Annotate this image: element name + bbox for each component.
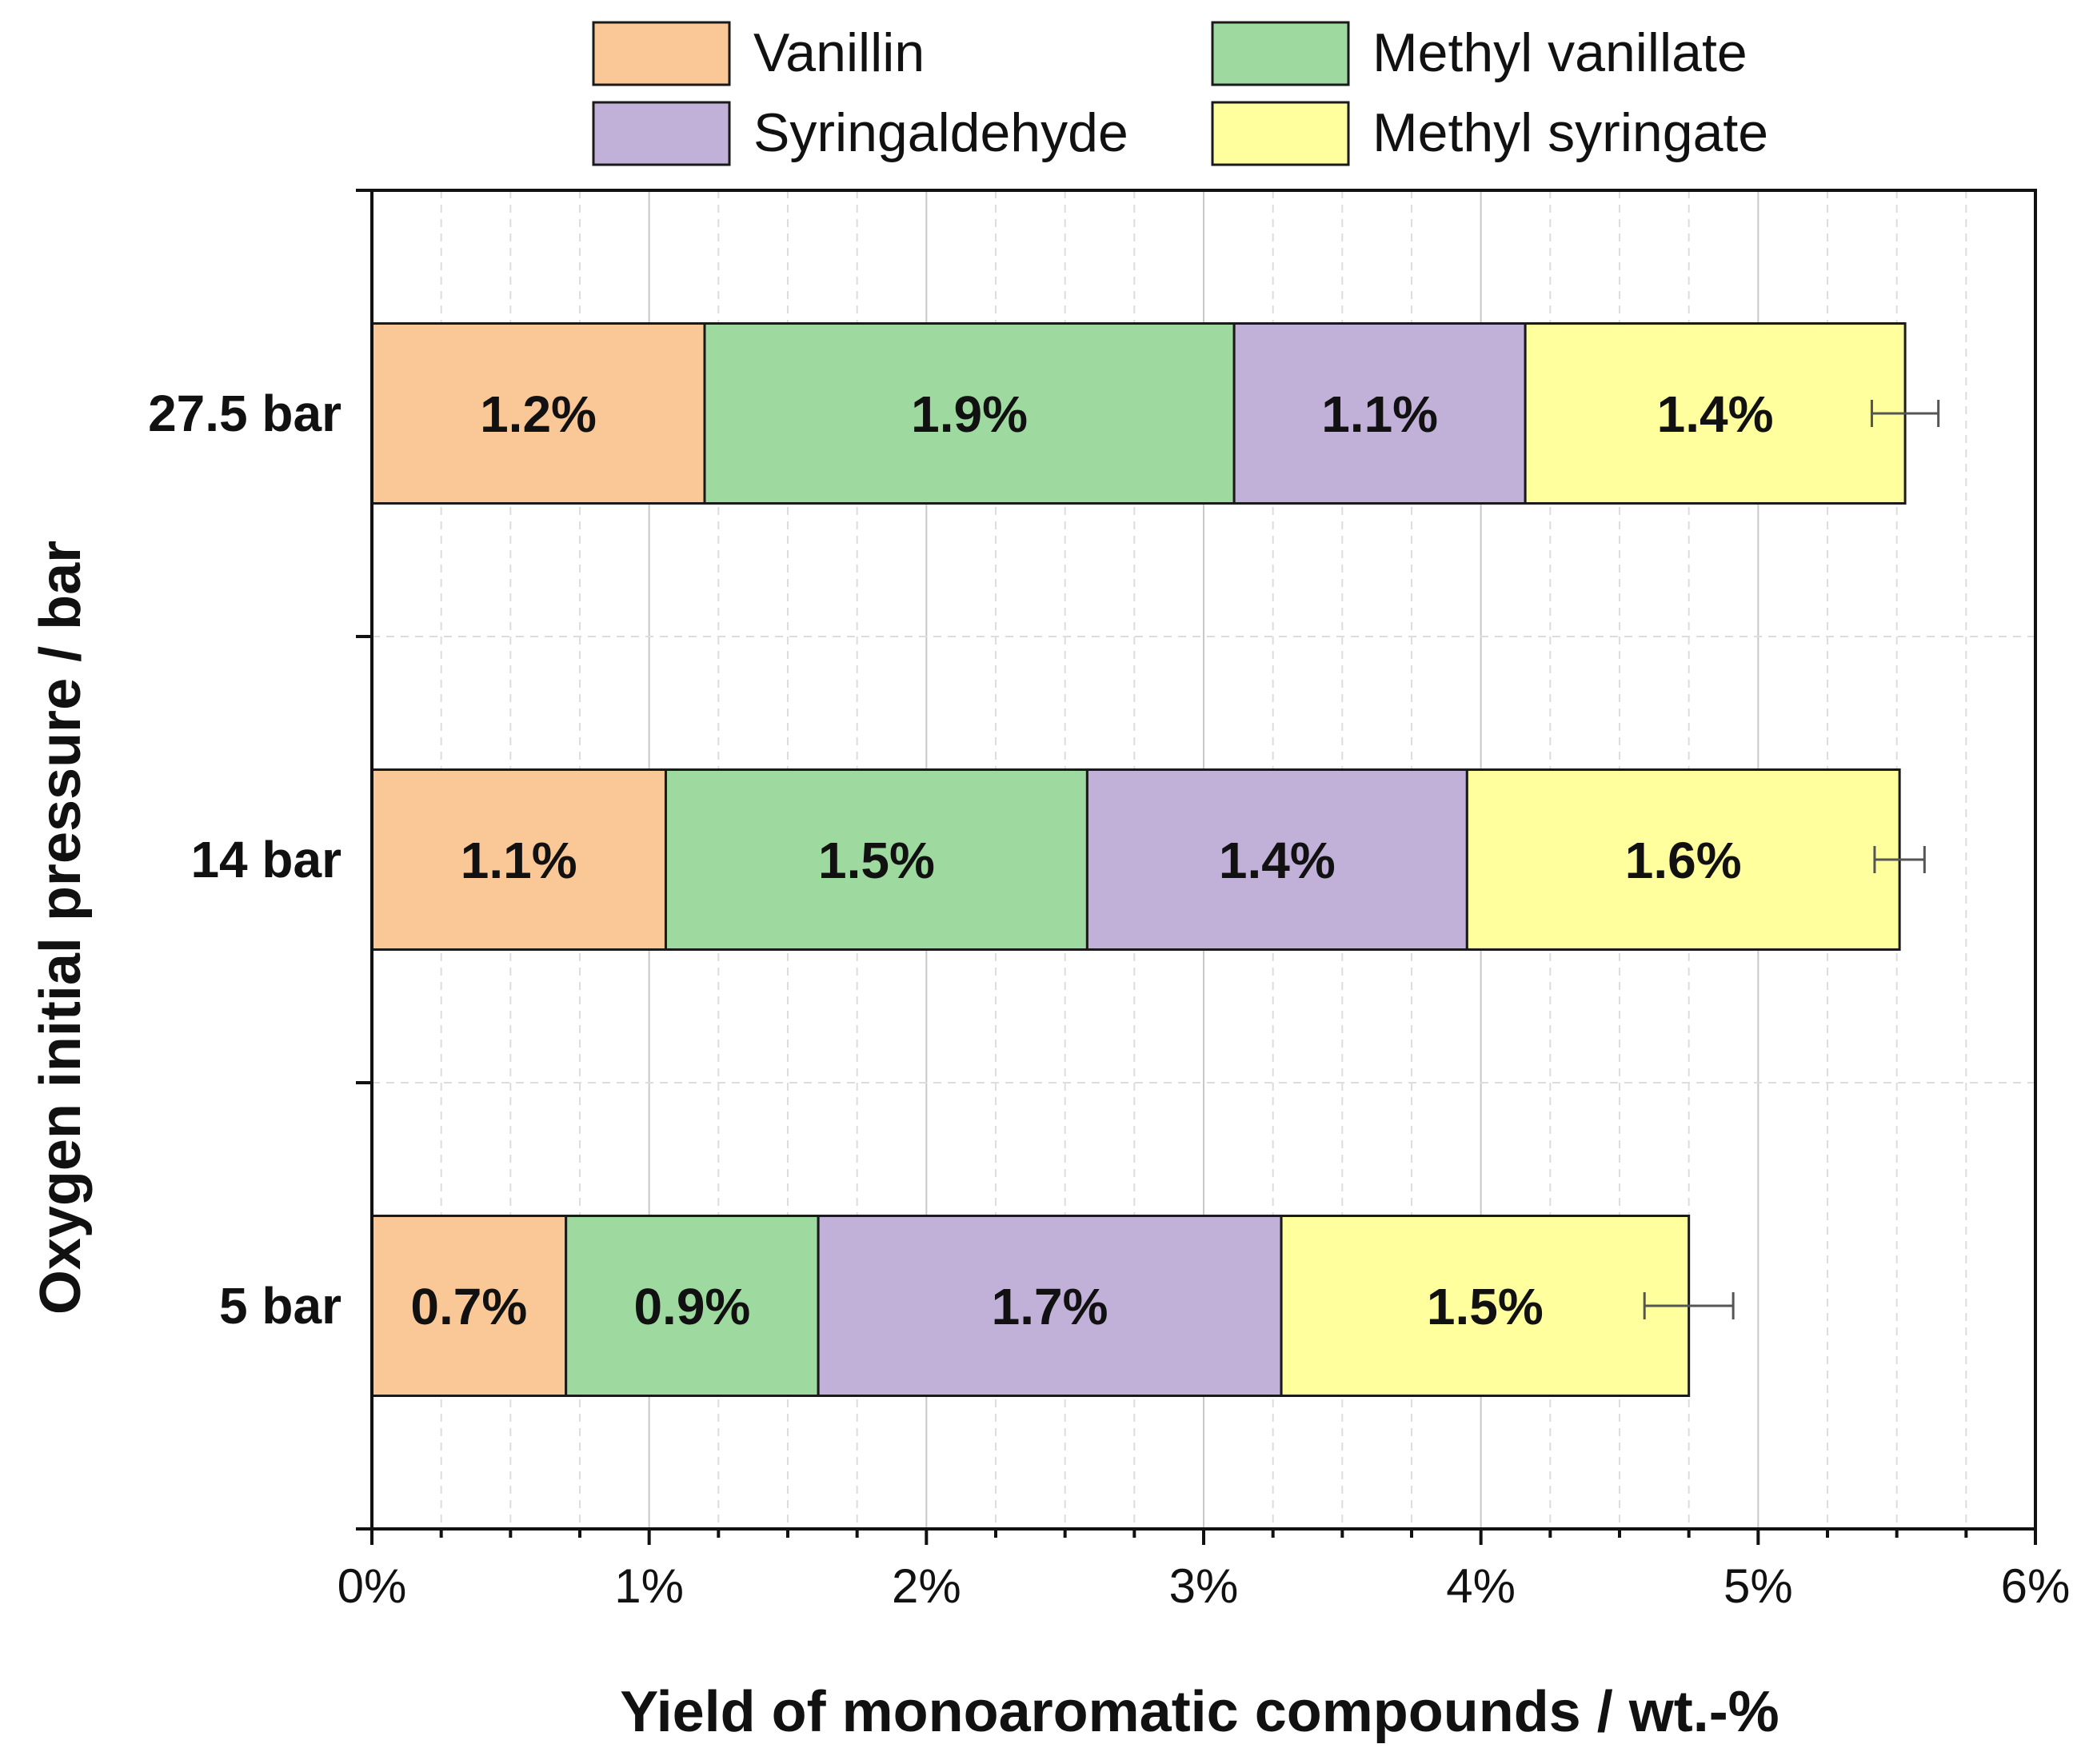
bar-methyl-vanillate-14-bar [664,768,1088,951]
data-label-methyl-syringate-5-bar: 1.5% [1427,1278,1544,1335]
error-bar-5-bar [1643,1292,1735,1319]
y-tick-label-5-bar: 5 bar [219,1277,342,1335]
data-label-syringaldehyde-27-5-bar: 1.1% [1321,385,1438,443]
legend-label-vanillin: Vanillin [753,22,925,83]
x-tick-label: 1% [614,1559,684,1613]
data-label-vanillin-14-bar: 1.1% [461,832,577,889]
legend-item-vanillin: Vanillin [592,21,925,86]
bar-vanillin-5-bar [370,1215,568,1397]
data-label-methyl-vanillate-14-bar: 1.5% [818,832,935,889]
x-tick-label: 2% [892,1559,961,1613]
x-tick-label: 5% [1724,1559,1793,1613]
bar-methyl-syringate-5-bar [1280,1215,1691,1397]
x-tick-label: 3% [1169,1559,1239,1613]
y-tick-label-14-bar: 14 bar [190,831,342,888]
legend-label-methyl-vanillate: Methyl vanillate [1372,22,1747,83]
data-label-vanillin-5-bar: 0.7% [410,1278,527,1335]
data-label-methyl-syringate-14-bar: 1.6% [1625,832,1742,889]
bar-segments: 1.2% 1.9% 1.1% 1.4% 1.1% 1.5% 1.4% 1.6% 0.7% 0.9%… [370,322,1907,1397]
bar-vanillin-27-5-bar [370,322,706,505]
y-axis-title: Oxygen initial pressure / bar [29,541,93,1315]
data-label-methyl-syringate-27-5-bar: 1.4% [1657,385,1774,443]
bar-methyl-syringate-27-5-bar [1524,322,1907,505]
legend-swatch-methyl-syringate [1211,101,1350,166]
x-tick-label: 0% [338,1559,407,1613]
legend: Vanillin Methyl vanillate Syringaldehyde Me… [592,21,1768,166]
axes: 0% 1% 2% 3% 4% 5% 6% 27.5 bar 14 bar 5 bar [148,189,2071,1613]
legend-item-syringaldehyde: Syringaldehyde [592,101,1128,166]
data-label-methyl-vanillate-5-bar: 0.9% [633,1278,750,1335]
bar-methyl-vanillate-5-bar [565,1215,820,1397]
legend-item-methyl-vanillate: Methyl vanillate [1211,21,1747,86]
data-label-syringaldehyde-14-bar: 1.4% [1219,832,1336,889]
x-axis-title: Yield of monoaromatic compounds / wt.-% [620,1680,1779,1744]
bar-methyl-syringate-14-bar [1465,768,1901,951]
error-bars [1643,400,1940,1319]
data-label-vanillin-27-5-bar: 1.2% [480,385,597,443]
x-tick-label: 4% [1446,1559,1516,1613]
legend-label-syringaldehyde: Syringaldehyde [753,102,1128,163]
legend-item-methyl-syringate: Methyl syringate [1211,101,1768,166]
bar-syringaldehyde-5-bar [817,1215,1283,1397]
data-label-syringaldehyde-5-bar: 1.7% [992,1278,1108,1335]
error-bar-27-5-bar [1870,400,1940,427]
data-label-methyl-vanillate-27-5-bar: 1.9% [911,385,1028,443]
legend-swatch-methyl-vanillate [1211,21,1350,86]
error-bar-14-bar [1873,846,1926,873]
y-tick-label-27-5-bar: 27.5 bar [148,385,342,442]
legend-swatch-vanillin [592,21,731,86]
legend-label-methyl-syringate: Methyl syringate [1372,102,1768,163]
bar-syringaldehyde-14-bar [1085,768,1468,951]
x-tick-label: 6% [2001,1559,2071,1613]
bar-methyl-vanillate-27-5-bar [703,322,1236,505]
legend-swatch-syringaldehyde [592,101,731,166]
